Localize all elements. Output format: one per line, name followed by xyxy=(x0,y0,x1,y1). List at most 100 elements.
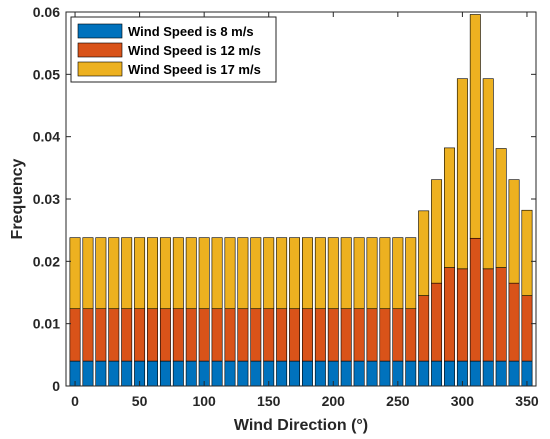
bar-series-1-dir-140 xyxy=(250,360,262,387)
bar-series-2-dir-200 xyxy=(327,308,339,362)
bar-series-3-dir-200 xyxy=(327,237,339,310)
bar-series-3-dir-120 xyxy=(224,237,236,310)
bar-series-3-dir-270 xyxy=(418,210,430,296)
bar-series-2-dir-100 xyxy=(198,308,210,362)
bar-series-1-dir-70 xyxy=(159,360,171,387)
bar-series-1-dir-190 xyxy=(314,360,326,387)
bar-series-3-dir-80 xyxy=(172,237,184,310)
bar-series-2-dir-300 xyxy=(456,268,468,362)
bar-series-3-dir-50 xyxy=(134,237,146,310)
bar-series-3-dir-110 xyxy=(211,237,223,310)
bar-series-1-dir-170 xyxy=(289,360,301,387)
bar-series-1-dir-110 xyxy=(211,360,223,387)
bar-series-3-dir-350 xyxy=(521,209,533,296)
bar-series-2-dir-230 xyxy=(366,308,378,362)
x-tick-label-50: 50 xyxy=(132,393,148,409)
y-tick-label-1: 0.01 xyxy=(33,316,60,332)
bar-series-2-dir-220 xyxy=(353,308,365,362)
bar-series-1-dir-280 xyxy=(431,360,443,387)
bar-series-3-dir-290 xyxy=(444,147,455,268)
bar-series-3-dir-20 xyxy=(95,237,107,310)
x-tick-label-300: 300 xyxy=(451,393,475,409)
legend-label-series-1: Wind Speed is 8 m/s xyxy=(128,24,254,39)
bar-series-3-dir-250 xyxy=(392,237,404,310)
bar-series-3-dir-0 xyxy=(69,237,81,310)
bar-series-1-dir-290 xyxy=(444,360,455,387)
y-axis-label: Frequency xyxy=(9,158,26,239)
legend-swatch-series-3 xyxy=(77,61,123,77)
bar-series-2-dir-70 xyxy=(159,308,171,362)
x-tick-label-250: 250 xyxy=(386,393,410,409)
bar-series-1-dir-210 xyxy=(340,360,352,387)
bar-series-2-dir-190 xyxy=(314,308,326,362)
bar-series-2-dir-40 xyxy=(121,308,133,362)
x-axis-ticks: 0 50 100 150 200 250 300 350 xyxy=(71,12,539,409)
bar-series-1-dir-270 xyxy=(418,360,430,387)
bar-series-2-dir-30 xyxy=(108,308,120,362)
bar-series-3-dir-180 xyxy=(301,237,313,310)
bar-series-3-dir-330 xyxy=(495,148,507,268)
bar-series-3-dir-90 xyxy=(185,237,197,310)
bar-series-2-dir-50 xyxy=(134,308,146,362)
y-axis-ticks: 0 0.01 0.02 0.03 0.04 0.05 0.06 xyxy=(33,4,536,394)
bar-series-2-dir-290 xyxy=(444,267,455,362)
bar-series-3-dir-10 xyxy=(82,237,94,310)
bar-series-2-dir-330 xyxy=(495,267,507,362)
legend: Wind Speed is 8 m/s Wind Speed is 12 m/s W… xyxy=(70,16,277,83)
bar-series-3-dir-130 xyxy=(237,237,249,310)
bar-series-3-dir-170 xyxy=(289,237,301,310)
bar-series-2-dir-260 xyxy=(405,308,417,362)
bar-series-3-dir-160 xyxy=(276,237,288,310)
legend-swatch-series-1 xyxy=(77,23,123,39)
bar-series-2-dir-140 xyxy=(250,308,262,362)
bar-series-3-dir-230 xyxy=(366,237,378,310)
bar-series-3-dir-150 xyxy=(263,237,275,310)
x-tick-label-200: 200 xyxy=(322,393,346,409)
bar-series-1-dir-220 xyxy=(353,360,365,387)
bar-series-2-dir-90 xyxy=(185,308,197,362)
bar-series-3-dir-220 xyxy=(353,237,365,310)
bar-series-1-dir-320 xyxy=(482,360,494,387)
y-tick-label-6: 0.06 xyxy=(33,4,60,20)
bar-series-1-dir-230 xyxy=(366,360,378,387)
bar-series-2-dir-250 xyxy=(392,308,404,362)
bar-series-2-dir-270 xyxy=(418,295,430,362)
bar-series-1-dir-30 xyxy=(108,360,120,387)
bar-series-2-dir-240 xyxy=(379,308,391,362)
bar-series-3-dir-260 xyxy=(405,237,417,310)
bar-series-3-dir-70 xyxy=(159,237,171,310)
bar-series-2-dir-120 xyxy=(224,308,236,362)
y-tick-label-0: 0 xyxy=(52,378,60,394)
legend-swatch-series-2 xyxy=(77,42,123,58)
bar-series-2-dir-150 xyxy=(263,308,275,362)
bar-series-2-dir-130 xyxy=(237,308,249,362)
bar-series-3-dir-140 xyxy=(250,237,262,310)
bar-series-2-dir-60 xyxy=(147,308,158,362)
y-tick-label-4: 0.04 xyxy=(33,129,60,145)
bar-series-2-dir-170 xyxy=(289,308,301,362)
bar-series-2-dir-280 xyxy=(431,282,443,362)
bar-series-2-dir-340 xyxy=(508,282,520,362)
x-tick-label-0: 0 xyxy=(71,393,79,409)
bar-series-2-dir-350 xyxy=(521,295,533,362)
bar-series-1-dir-130 xyxy=(237,360,249,387)
bar-series-3-dir-40 xyxy=(121,237,133,310)
bar-series-1-dir-120 xyxy=(224,360,236,387)
x-tick-label-350: 350 xyxy=(515,393,539,409)
bar-series-2-dir-210 xyxy=(340,308,352,362)
bar-series-1-dir-330 xyxy=(495,360,507,387)
bar-series-1-dir-20 xyxy=(95,360,107,387)
bar-series-3-dir-320 xyxy=(482,78,494,270)
bar-series-2-dir-110 xyxy=(211,308,223,362)
bar-series-1-dir-80 xyxy=(172,360,184,387)
x-tick-label-150: 150 xyxy=(257,393,281,409)
bar-series-3-dir-300 xyxy=(456,78,468,270)
bar-series-3-dir-30 xyxy=(108,237,120,310)
bar-series-3-dir-310 xyxy=(469,14,481,239)
bar-series-3-dir-210 xyxy=(340,237,352,310)
bars-group xyxy=(69,14,533,387)
bar-series-3-dir-340 xyxy=(508,179,520,284)
x-axis-label: Wind Direction (°) xyxy=(234,417,368,434)
x-tick-label-100: 100 xyxy=(192,393,216,409)
bar-series-1-dir-180 xyxy=(301,360,313,387)
